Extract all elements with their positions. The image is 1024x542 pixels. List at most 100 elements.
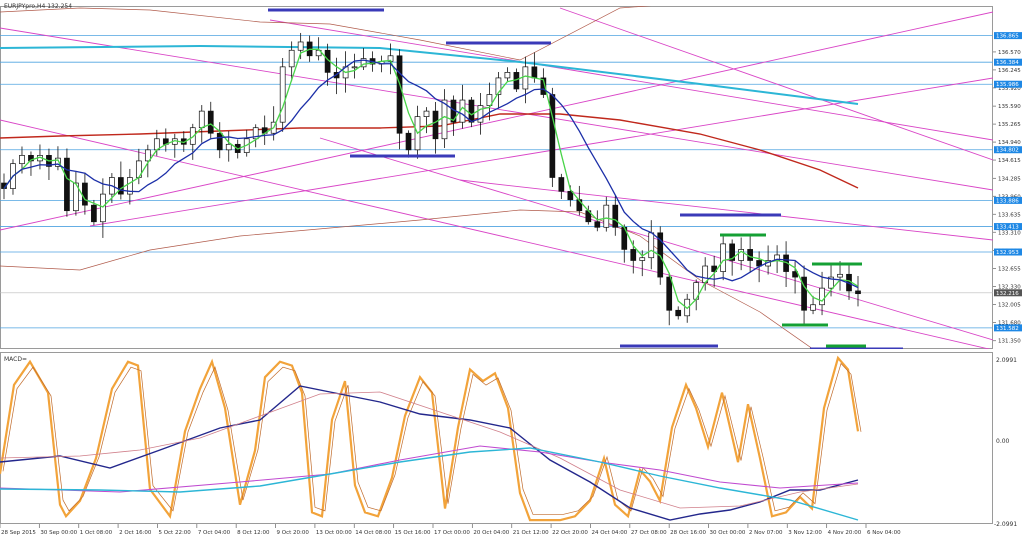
candle-body — [801, 276, 807, 311]
time-tick-label: 24 Oct 04:00 — [591, 530, 627, 536]
time-tick-label: 2 Oct 16:00 — [119, 530, 152, 536]
candle-body — [73, 182, 79, 212]
candle-body — [441, 99, 448, 140]
price-level-tag-label: 134.802 — [996, 148, 1019, 154]
time-axis: 28 Sep 2015 30 Sep 00:00 1 Oct 08:00 2 Oct … — [0, 524, 901, 536]
candle-body — [648, 232, 655, 259]
price-level-tag — [994, 58, 1022, 66]
candle-body — [360, 58, 367, 68]
price-tick-label: 133.635 — [998, 212, 1021, 218]
time-tick-label: 5 Oct 22:00 — [158, 530, 191, 536]
candle-body — [639, 257, 646, 261]
time-tick-label: 27 Oct 08:00 — [631, 530, 667, 536]
candle-body — [855, 290, 861, 295]
candle-body — [495, 77, 502, 95]
macd-cyan-line — [0, 447, 859, 521]
chart-title: EURJPYpro,H4 132.254 — [4, 3, 72, 10]
macd-orange-line — [0, 355, 860, 522]
candle-body — [396, 55, 403, 134]
candle-body — [666, 276, 673, 311]
time-tick-label: 22 Oct 20:00 — [552, 530, 588, 536]
price-tick-label: 133.310 — [998, 230, 1021, 236]
candle-body — [216, 132, 223, 151]
long-ma-line — [0, 44, 859, 105]
candle-body — [729, 243, 735, 261]
price-level-tag-label: 133.886 — [996, 198, 1019, 204]
price-tick-label: 131.680 — [998, 320, 1021, 326]
price-level-tag-label: 131.582 — [996, 326, 1019, 332]
macd-title: MACD= — [4, 356, 27, 363]
candle-body — [64, 157, 70, 212]
time-tick-label: 30 Sep 00:00 — [40, 530, 77, 536]
price-level-tag-label: 133.413 — [996, 225, 1019, 231]
candle-body — [531, 66, 538, 79]
candle-body — [486, 94, 493, 106]
price-level-tag-label: 132.216 — [996, 291, 1019, 297]
trend-line — [269, 19, 993, 141]
trend-line — [559, 7, 993, 161]
candle-body — [82, 182, 88, 206]
candle-body — [603, 204, 610, 228]
price-tick-label: 136.245 — [998, 68, 1021, 74]
candle-body — [567, 190, 574, 200]
candle-body — [207, 110, 214, 134]
candle-body — [225, 143, 232, 151]
time-tick-label: 14 Oct 08:00 — [355, 530, 391, 536]
slow-ma-line — [3, 59, 859, 289]
price-tick-label: 132.655 — [998, 267, 1021, 273]
price-axis: 136.570 136.245 135.920 135.590 135.265 134.9… — [993, 32, 1022, 345]
candle-body — [738, 249, 744, 261]
price-level-tag — [994, 146, 1022, 154]
price-level-tag — [994, 196, 1022, 204]
price-level-tag — [994, 80, 1022, 88]
time-tick-label: 28 Oct 16:00 — [670, 530, 706, 536]
candle-body — [522, 66, 529, 90]
price-tick-label: 135.920 — [998, 86, 1021, 92]
price-tick-label: 135.265 — [998, 122, 1021, 128]
price-tick-label: 134.940 — [998, 140, 1021, 146]
candle-body — [819, 287, 825, 306]
time-tick-label: 6 Nov 04:00 — [867, 530, 901, 536]
macd-tick-mid: 0.00 — [996, 438, 1010, 445]
candle-body — [594, 221, 601, 228]
time-tick-label: 20 Oct 04:00 — [473, 530, 509, 536]
macd-signal-line — [0, 391, 859, 509]
candle-body — [19, 155, 25, 165]
price-pane-frame — [0, 6, 993, 349]
price-level-tag — [994, 223, 1022, 231]
candle-body — [630, 249, 637, 261]
candle-body — [720, 243, 727, 272]
time-tick-label: 8 Oct 12:00 — [237, 530, 270, 536]
fast-ma-line — [3, 48, 859, 310]
candle-body — [558, 177, 565, 192]
macd-axis: 2.0991 0.00 -2.0991 — [994, 357, 1017, 528]
price-level-tag-label: 135.986 — [996, 82, 1019, 88]
price-pane-lines — [0, 6, 993, 349]
candle-body — [837, 273, 843, 278]
candle-body — [459, 99, 466, 123]
candle-body — [288, 49, 295, 68]
trend-line — [0, 119, 991, 349]
macd-tick-top: 2.0991 — [996, 357, 1017, 364]
time-tick-label: 13 Oct 00:00 — [316, 530, 352, 536]
price-tick-label: 131.350 — [998, 339, 1021, 345]
candle-body — [810, 304, 816, 311]
trend-line — [319, 137, 993, 341]
candle-body — [423, 110, 430, 117]
trend-line — [0, 11, 993, 231]
candle-body — [828, 276, 834, 289]
candle-body — [540, 77, 547, 95]
price-tick-label: 135.590 — [998, 104, 1021, 110]
time-tick-label: 28 Sep 2015 — [1, 530, 36, 536]
candle-body — [612, 204, 619, 228]
macd-pane-lines — [0, 355, 862, 522]
price-tick-label: 134.615 — [998, 158, 1021, 164]
candle-body — [279, 66, 286, 123]
price-level-tag — [994, 324, 1022, 332]
candle-body — [100, 193, 106, 223]
lower-envelope — [0, 209, 814, 349]
candle-body — [468, 99, 475, 123]
time-tick-label: 21 Oct 12:00 — [513, 530, 549, 536]
price-tick-label: 136.570 — [998, 50, 1021, 56]
